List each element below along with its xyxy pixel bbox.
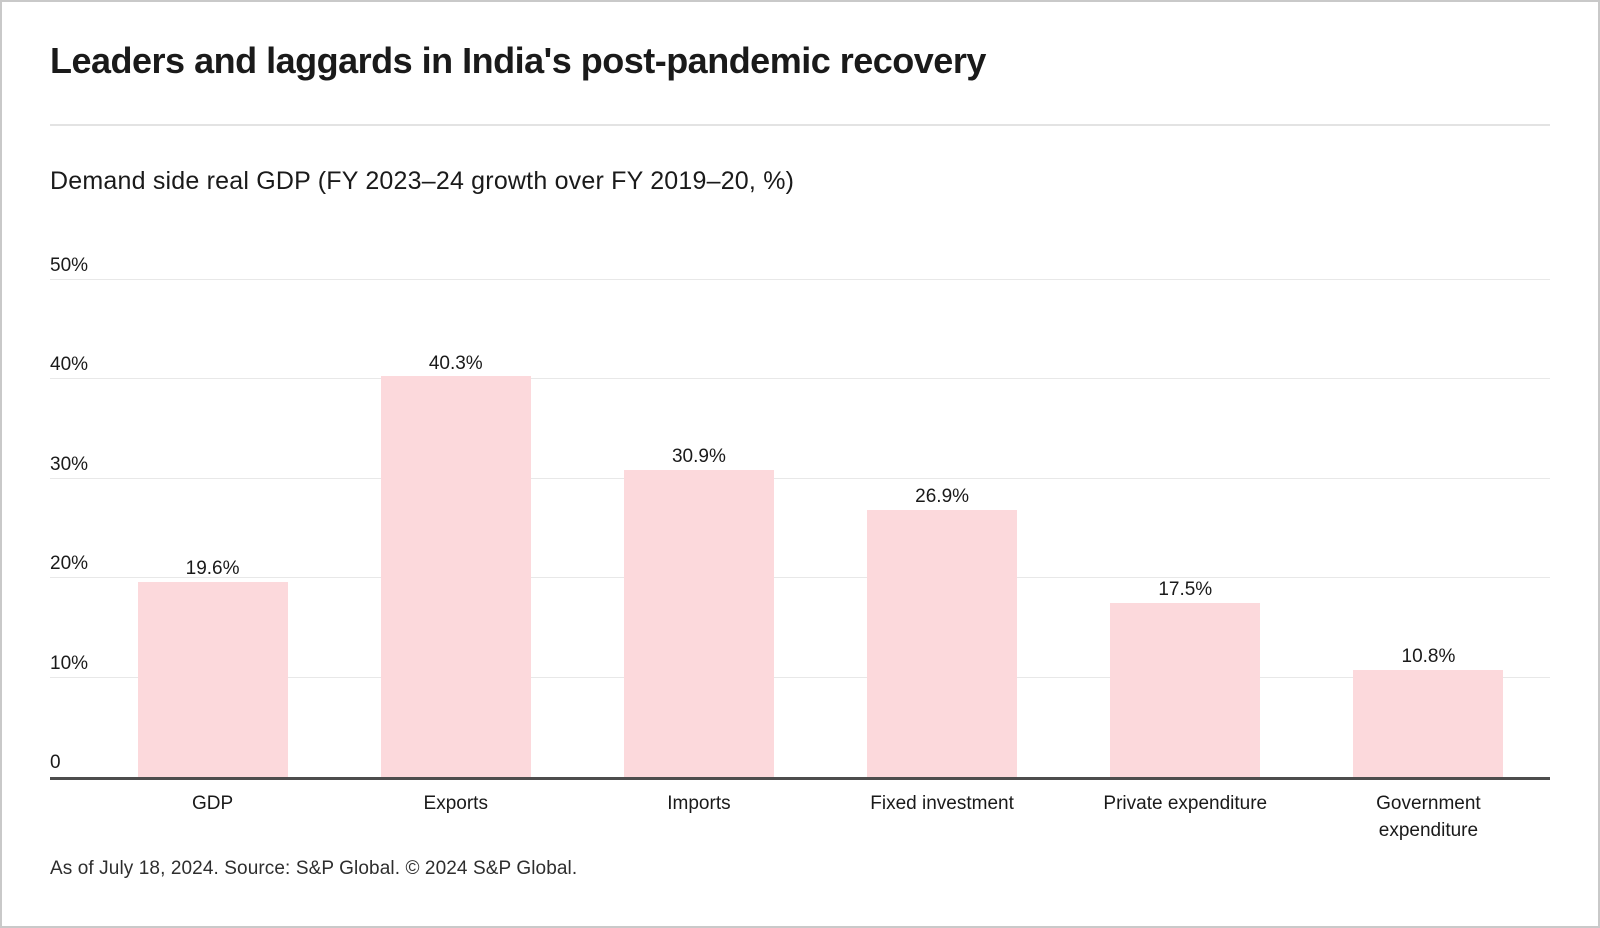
bar-value-label-imports: 30.9% (671, 446, 726, 468)
bar-imports: 30.9% (623, 446, 774, 777)
bar-column-imports: 30.9% (577, 280, 820, 777)
y-tick-label-40: 40% (50, 354, 89, 376)
category-label-text: Exports (423, 793, 488, 814)
bar-column-government-expenditure: 10.8% (1307, 280, 1550, 777)
chart-subtitle: Demand side real GDP (FY 2023–24 growth … (50, 167, 795, 195)
category-label-text: Government expenditure (1376, 793, 1481, 841)
bar-fixed-investment: 26.9% (867, 486, 1018, 777)
bar-value-label-fixed-investment: 26.9% (915, 485, 970, 507)
category-axis: GDP Exports Imports Fixed investment Private… (91, 791, 1550, 844)
bar-value-label-private-expenditure: 17.5% (1158, 579, 1213, 601)
gridline-30 (50, 477, 1550, 479)
bar-value-label-government-expenditure: 10.8% (1401, 645, 1456, 667)
gridline-50 (50, 279, 1550, 280)
bar-value-label-exports: 40.3% (428, 352, 483, 374)
bars-group: 19.6% 40.3% 30.9% 26.9% 17.5% 10.8% (91, 280, 1550, 777)
page-title: Leaders and laggards in India's post-pan… (50, 40, 986, 81)
bar-government-expenditure: 10.8% (1353, 646, 1504, 777)
y-tick-label-50: 50% (50, 255, 89, 276)
bar-column-gdp: 19.6% (91, 280, 334, 777)
bar-chart-plot-area: 0 10% 20% 30% 40% 50% 19.6% 40.3% 30.9% 26.9% 17.5… (50, 256, 1550, 780)
category-label-text: Private expenditure (1103, 793, 1268, 814)
gridline-10 (50, 676, 1550, 678)
y-tick-label-20: 20% (50, 553, 89, 575)
bar-exports: 40.3% (380, 353, 531, 777)
title-divider (50, 124, 1550, 126)
y-tick-label-30: 30% (50, 453, 89, 475)
category-label-text: Imports (667, 793, 731, 814)
category-label-text: Fixed investment (870, 793, 1014, 814)
category-label-text: GDP (191, 793, 234, 814)
bar-column-fixed-investment: 26.9% (821, 280, 1064, 777)
bar-gdp: 19.6% (137, 558, 288, 777)
bar-private-expenditure: 17.5% (1110, 579, 1261, 777)
gridline-40 (50, 378, 1550, 380)
y-tick-label-0: 0 (50, 752, 61, 773)
y-tick-label-10: 10% (50, 652, 89, 674)
category-label-fixed-investment: Fixed investment (821, 791, 1064, 844)
category-label-gdp: GDP (91, 791, 334, 844)
category-label-private-expenditure: Private expenditure (1064, 791, 1307, 844)
source-note: As of July 18, 2024. Source: S&P Global.… (50, 858, 578, 879)
gridline-20 (50, 577, 1550, 579)
category-label-imports: Imports (577, 791, 820, 844)
bar-column-exports: 40.3% (334, 280, 577, 777)
category-label-exports: Exports (334, 791, 577, 844)
category-label-government-expenditure: Government expenditure (1307, 791, 1550, 844)
bar-column-private-expenditure: 17.5% (1064, 280, 1307, 777)
bar-value-label-gdp: 19.6% (185, 558, 240, 580)
